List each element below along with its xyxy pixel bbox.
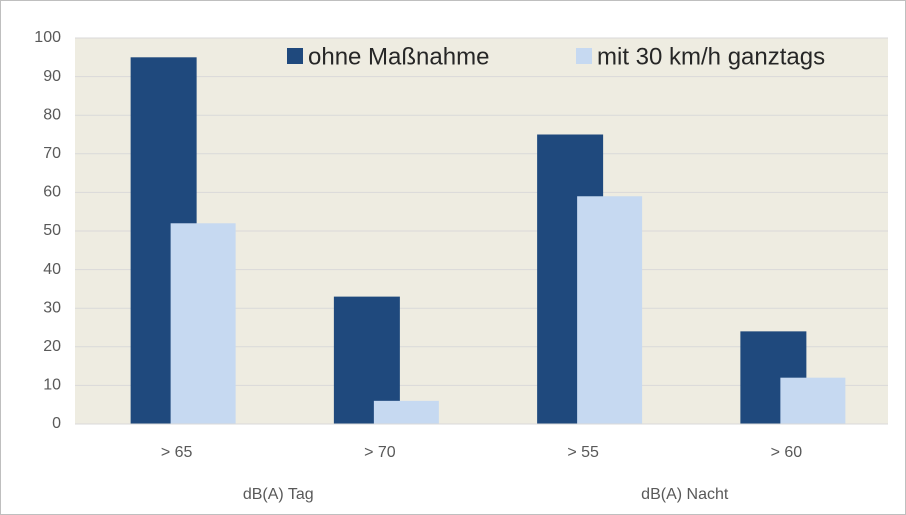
y-tick-label: 30: [43, 299, 61, 316]
bar: [577, 196, 643, 424]
y-tick-label: 100: [34, 29, 61, 46]
x-tick-label: > 70: [364, 444, 396, 461]
legend-swatch: [287, 48, 303, 64]
x-tick-label: > 55: [567, 444, 599, 461]
y-tick-label: 80: [43, 106, 61, 123]
bar: [170, 223, 236, 424]
y-tick-label: 0: [52, 415, 61, 432]
group-label: dB(A) Tag: [243, 486, 314, 503]
x-tick-label: > 65: [161, 444, 193, 461]
y-tick-label: 40: [43, 261, 61, 278]
bar: [780, 377, 846, 424]
legend-label: mit 30 km/h ganztags: [597, 43, 825, 70]
y-tick-label: 70: [43, 145, 61, 162]
legend-label: ohne Maßnahme: [308, 43, 489, 70]
legend-swatch: [576, 48, 592, 64]
y-tick-label: 20: [43, 338, 61, 355]
group-label: dB(A) Nacht: [641, 486, 729, 503]
x-tick-label: > 60: [771, 444, 803, 461]
y-tick-label: 10: [43, 377, 61, 394]
y-tick-label: 50: [43, 222, 61, 239]
y-tick-label: 60: [43, 184, 61, 201]
y-tick-label: 90: [43, 68, 61, 85]
bar: [373, 400, 439, 424]
